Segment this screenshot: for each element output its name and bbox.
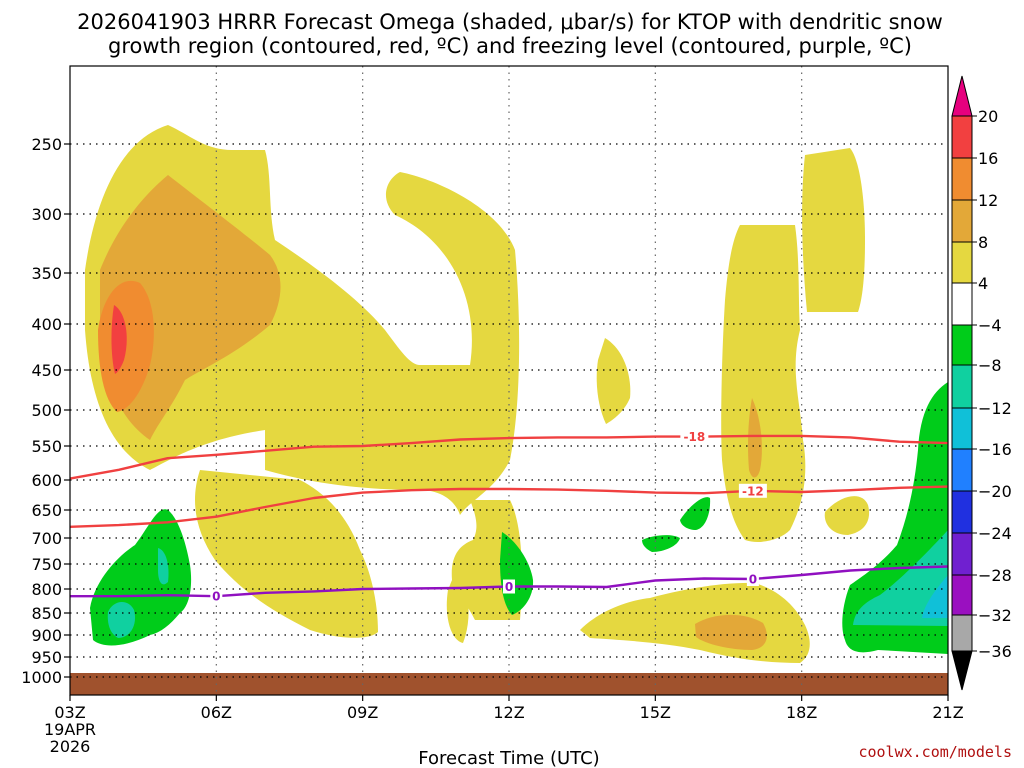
freezing-level-label-1: 0: [505, 580, 513, 594]
omega-green-small-2: [680, 497, 711, 530]
colorbar-swatch-1: [951, 115, 973, 159]
colorbar: 20 16 12 8 4 −4 −8 −12 −16 −20 −24 −28 −32 −36: [951, 75, 1012, 691]
omega-teal-left-2: [158, 548, 169, 585]
y-tick-label-700: 700: [31, 529, 62, 548]
chart-title-line-1: 2026041903 HRRR Forecast Omega (shaded, …: [77, 10, 943, 34]
colorbar-swatch-3: [951, 199, 973, 243]
x-date-label-day: 19APR: [44, 720, 96, 739]
colorbar-label-8: −16: [978, 440, 1012, 459]
dgz-minus12-label-0: -12: [742, 484, 764, 498]
colorbar-swatch-11: [951, 532, 973, 576]
x-tick-label-06Z: 06Z: [201, 703, 232, 722]
y-tick-label-450: 450: [31, 361, 62, 380]
x-tick-label-15Z: 15Z: [640, 703, 671, 722]
dgz-minus18-label-0: -18: [684, 430, 706, 444]
colorbar-label-10: −24: [978, 524, 1012, 543]
omega-yellow-right-column: [721, 225, 806, 542]
omega-yellow-sliver: [446, 565, 469, 643]
y-tick-label-300: 300: [31, 205, 62, 224]
omega-cyan-right: [922, 575, 948, 618]
colorbar-label-9: −20: [978, 482, 1012, 501]
omega-teal-right: [853, 530, 948, 626]
axes: 250 300 350 400 450 500 550 600 650 700 750 800 850 9…: [21, 65, 964, 756]
omega-yellow-top-right: [802, 148, 865, 312]
colorbar-label-12: −32: [978, 606, 1012, 625]
colorbar-label-11: −28: [978, 566, 1012, 585]
x-date-label-year: 2026: [50, 737, 91, 756]
colorbar-swatch-bottom: [951, 650, 973, 691]
freezing-level-label-2: 0: [749, 573, 757, 587]
chart-title-line-2: growth region (contoured, red, ºC) and f…: [108, 34, 912, 58]
omega-yellow-bottom: [580, 582, 810, 663]
y-tick-label-250: 250: [31, 135, 62, 154]
colorbar-label-6: −8: [978, 356, 1002, 375]
colorbar-label-7: −12: [978, 399, 1012, 418]
omega-shading: [70, 125, 948, 695]
freezing-level-label-0: 0: [212, 590, 220, 604]
dgz-minus12-label-bg-0: [738, 483, 767, 498]
y-tick-label-650: 650: [31, 501, 62, 520]
freezing-level-label-bg-2: [746, 572, 759, 586]
colorbar-label-4: 4: [978, 274, 988, 293]
y-tick-label-550: 550: [31, 437, 62, 456]
omega-green-mid: [500, 532, 534, 615]
colorbar-swatch-4: [951, 241, 973, 284]
dgz-minus12-line: [69, 485, 949, 528]
colorbar-swatch-9: [951, 448, 973, 492]
y-tick-label-850: 850: [31, 604, 62, 623]
colorbar-swatch-7: [951, 364, 973, 409]
colorbar-swatch-13: [951, 614, 973, 652]
colorbar-label-5: −4: [978, 316, 1002, 335]
grid-lines: [70, 66, 948, 695]
y-tick-label-800: 800: [31, 580, 62, 599]
temperature-contours: -18 -12 0 0 0: [69, 429, 949, 604]
x-tick-label-09Z: 09Z: [347, 703, 378, 722]
colorbar-swatch-12: [951, 574, 973, 616]
omega-red-core: [111, 305, 127, 374]
y-tick-label-600: 600: [31, 471, 62, 490]
colorbar-swatch-2: [951, 157, 973, 201]
colorbar-swatch-top: [951, 75, 973, 117]
omega-gold-bottom: [695, 614, 767, 650]
omega-yellow-blob-14z: [596, 338, 631, 424]
x-axis-label: Forecast Time (UTC): [418, 748, 599, 768]
omega-green-left: [90, 509, 192, 646]
colorbar-swatch-6: [951, 324, 973, 366]
colorbar-label-13: −36: [978, 642, 1012, 661]
omega-green-small-1: [642, 535, 680, 552]
x-tick-label-12Z: 12Z: [493, 703, 524, 722]
x-tick-label-18Z: 18Z: [786, 703, 817, 722]
y-tick-label-500: 500: [31, 401, 62, 420]
colorbar-label-3: 8: [978, 233, 988, 252]
x-tick-label-03Z: 03Z: [54, 703, 85, 722]
freezing-level-label-bg-1: [503, 579, 515, 594]
colorbar-swatch-5: [951, 282, 973, 326]
y-tick-label-900: 900: [31, 626, 62, 645]
omega-teal-left-1: [107, 601, 136, 638]
y-tick-label-950: 950: [31, 648, 62, 667]
y-tick-label-350: 350: [31, 264, 62, 283]
colorbar-label-2: 12: [978, 191, 998, 210]
colorbar-swatch-8: [951, 407, 973, 450]
colorbar-swatch-10: [951, 490, 973, 534]
y-tick-label-1000: 1000: [21, 668, 62, 687]
y-tick-label-750: 750: [31, 555, 62, 574]
freezing-level-label-bg-0: [210, 589, 223, 604]
y-tick-label-400: 400: [31, 315, 62, 334]
omega-yellow-small-right: [824, 496, 870, 535]
dgz-minus18-line: [69, 434, 949, 480]
omega-gold-right: [748, 398, 762, 478]
dgz-minus18-label-bg-0: [680, 429, 709, 444]
credit-text: coolwx.com/models: [858, 743, 1012, 761]
colorbar-label-0: 20: [978, 107, 998, 126]
x-tick-label-21Z: 21Z: [932, 703, 963, 722]
colorbar-label-1: 16: [978, 149, 998, 168]
